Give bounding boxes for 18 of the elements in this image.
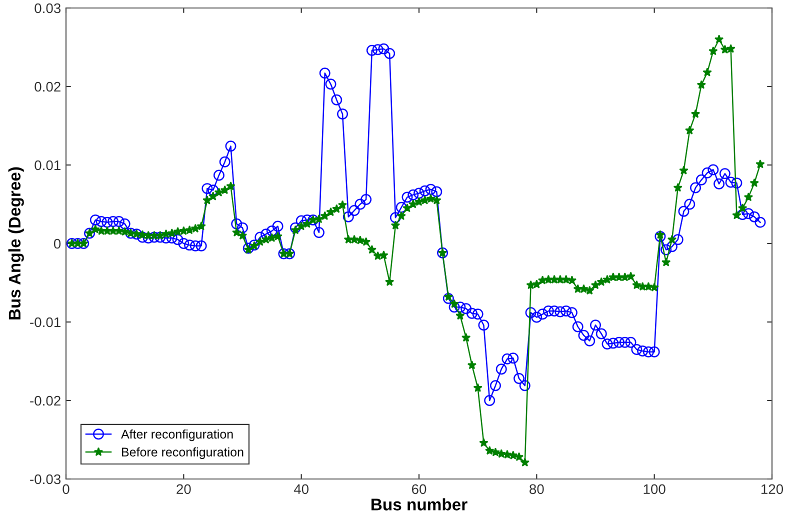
x-tick-label: 120	[761, 484, 784, 494]
x-tick-label: 20	[176, 484, 191, 494]
legend-label: After reconfiguration	[121, 429, 233, 442]
y-tick-label: -0.01	[30, 317, 60, 328]
y-tick-label: 0.02	[34, 82, 60, 92]
y-tick-label: -0.03	[30, 474, 61, 484]
x-tick-label: 0	[62, 484, 70, 494]
x-tick-label: 100	[644, 484, 666, 494]
y-tick-label: 0.03	[34, 3, 61, 14]
y-tick-label: 0.01	[34, 160, 60, 170]
x-tick-label: 60	[412, 484, 426, 494]
legend-label: Before reconfiguration	[122, 447, 244, 459]
y-axis-title: Bus Angle (Degree)	[8, 167, 24, 320]
x-tick-label: 40	[294, 484, 309, 494]
y-tick-label: -0.02	[30, 396, 60, 406]
y-tick-label: 0	[54, 238, 61, 249]
x-tick-label: 80	[530, 484, 544, 494]
x-axis-title: Bus number	[372, 498, 468, 510]
